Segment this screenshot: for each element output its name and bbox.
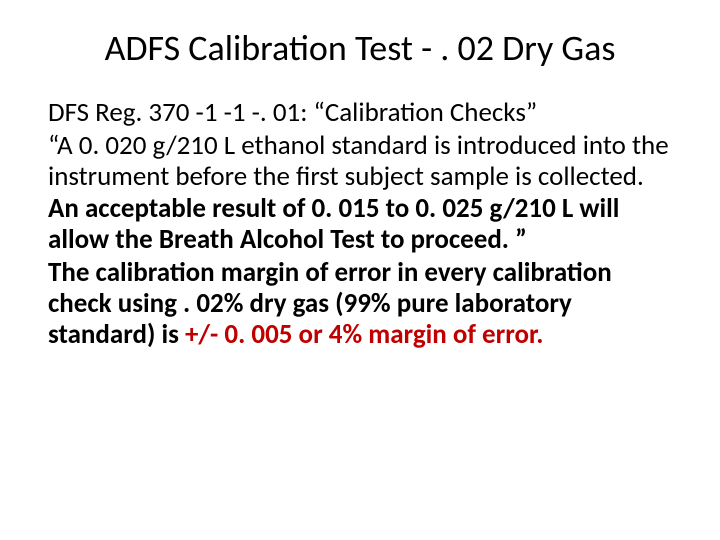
regulation-subheading: DFS Reg. 370 -1 -1 -. 01: “Calibration C… xyxy=(48,97,672,128)
quote-bold-text: An acceptable result of 0. 015 to 0. 025… xyxy=(48,192,619,256)
quote-plain-text: “A 0. 020 g/210 L ethanol standard is in… xyxy=(48,129,669,193)
regulation-quote: “A 0. 020 g/210 L ethanol standard is in… xyxy=(48,130,672,254)
conclusion-red-text: +/- 0. 005 or 4% margin of error. xyxy=(185,318,543,351)
slide-body: DFS Reg. 370 -1 -1 -. 01: “Calibration C… xyxy=(48,97,672,349)
slide-title: ADFS Calibration Test - . 02 Dry Gas xyxy=(48,28,672,69)
slide-container: ADFS Calibration Test - . 02 Dry Gas DFS… xyxy=(0,0,720,540)
conclusion-text: The calibration margin of error in every… xyxy=(48,257,672,350)
